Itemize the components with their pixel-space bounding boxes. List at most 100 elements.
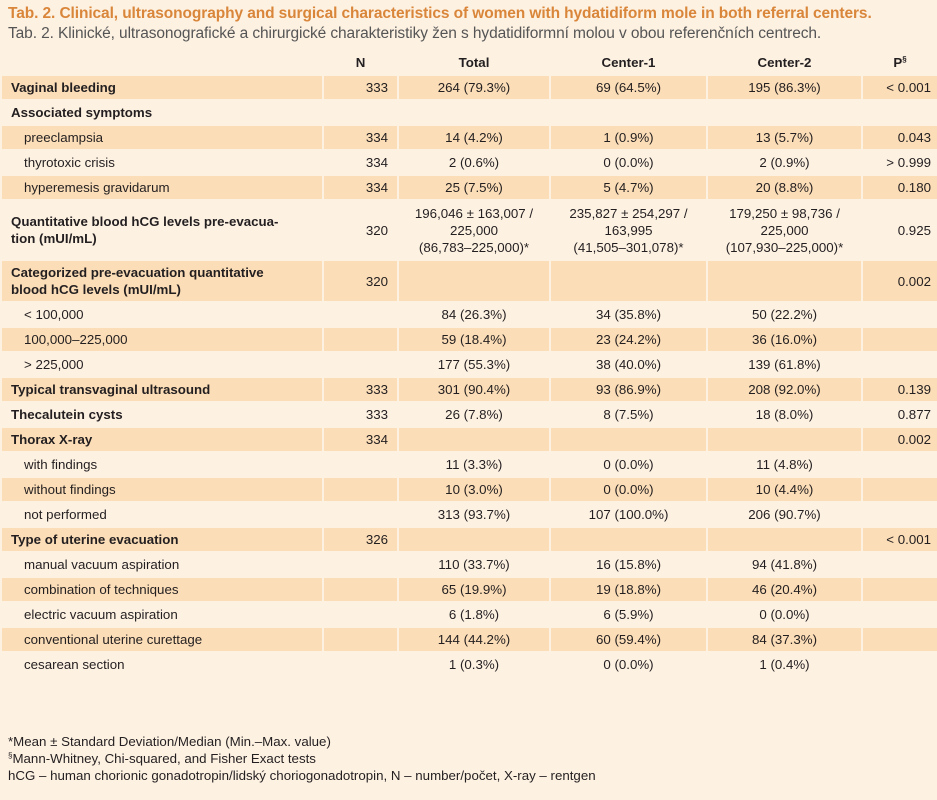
row-center1: 6 (5.9%) (549, 601, 708, 628)
row-total: 110 (33.7%) (397, 551, 551, 578)
row-label: Categorized pre-evacuation quantitative b… (0, 259, 324, 303)
row-label: Typical transvaginal ultrasound (0, 376, 324, 403)
row-total: 264 (79.3%) (397, 74, 551, 101)
row-label: preeclampsia (0, 124, 324, 151)
row-label: 100,000–225,000 (0, 326, 324, 353)
footnote-mean: *Mean ± Standard Deviation/Median (Min.–… (8, 734, 331, 749)
header-p: P§ (861, 49, 937, 76)
table-row: Typical transvaginal ultrasound 333 301 … (0, 376, 937, 403)
row-center1: 69 (64.5%) (549, 74, 708, 101)
row-n: 334 (322, 174, 399, 201)
footnotes: *Mean ± Standard Deviation/Median (Min.–… (8, 733, 933, 784)
header-total: Total (397, 49, 551, 76)
row-n (322, 351, 399, 378)
table-row: without findings 10 (3.0%) 0 (0.0%) 10 (… (0, 476, 937, 503)
row-total: 65 (19.9%) (397, 576, 551, 603)
row-n: 320 (322, 199, 399, 261)
row-center2: 11 (4.8%) (706, 451, 863, 478)
row-center2 (706, 99, 863, 126)
header-center2: Center-2 (706, 49, 863, 76)
row-n (322, 626, 399, 653)
row-label: cesarean section (0, 651, 324, 678)
row-center1 (549, 259, 708, 303)
row-label: conventional uterine curettage (0, 626, 324, 653)
table-row: electric vacuum aspiration 6 (1.8%) 6 (5… (0, 601, 937, 628)
table-row: cesarean section 1 (0.3%) 0 (0.0%) 1 (0.… (0, 651, 937, 678)
row-n: 333 (322, 74, 399, 101)
row-total: 14 (4.2%) (397, 124, 551, 151)
row-total (397, 99, 551, 126)
row-label: Vaginal bleeding (0, 74, 324, 101)
row-center2: 46 (20.4%) (706, 576, 863, 603)
row-label: < 100,000 (0, 301, 324, 328)
row-total (397, 426, 551, 453)
row-total: 196,046 ± 163,007 /225,000 (86,783–225,00… (397, 199, 551, 261)
row-center2: 13 (5.7%) (706, 124, 863, 151)
header-row: N Total Center-1 Center-2 P§ (0, 49, 937, 76)
row-p: 0.925 (861, 199, 937, 261)
table-row: 100,000–225,000 59 (18.4%) 23 (24.2%) 36… (0, 326, 937, 353)
row-center2: 36 (16.0%) (706, 326, 863, 353)
table-row: Associated symptoms (0, 99, 937, 126)
row-n: 333 (322, 401, 399, 428)
header-n: N (322, 49, 399, 76)
row-center1: 1 (0.9%) (549, 124, 708, 151)
row-p (861, 326, 937, 353)
table-row: Thecalutein cysts 333 26 (7.8%) 8 (7.5%)… (0, 401, 937, 428)
row-p (861, 501, 937, 528)
row-total: 25 (7.5%) (397, 174, 551, 201)
row-p: 0.002 (861, 259, 937, 303)
row-center1: 93 (86.9%) (549, 376, 708, 403)
table-row: Type of uterine evacuation 326 < 0.001 (0, 526, 937, 553)
table-row: manual vacuum aspiration 110 (33.7%) 16 … (0, 551, 937, 578)
row-n: 333 (322, 376, 399, 403)
row-n (322, 99, 399, 126)
row-center1: 5 (4.7%) (549, 174, 708, 201)
row-n (322, 601, 399, 628)
row-center1: 0 (0.0%) (549, 451, 708, 478)
row-n: 334 (322, 149, 399, 176)
row-p: < 0.001 (861, 526, 937, 553)
row-label: Thecalutein cysts (0, 401, 324, 428)
row-p (861, 451, 937, 478)
table-row: Categorized pre-evacuation quantitative b… (0, 259, 937, 303)
row-n (322, 551, 399, 578)
row-total: 313 (93.7%) (397, 501, 551, 528)
row-label: Quantitative blood hCG levels pre-evacua… (0, 199, 324, 261)
row-p: < 0.001 (861, 74, 937, 101)
row-center2: 20 (8.8%) (706, 174, 863, 201)
header-center1: Center-1 (549, 49, 708, 76)
row-n: 334 (322, 426, 399, 453)
row-center2: 84 (37.3%) (706, 626, 863, 653)
row-center1: 0 (0.0%) (549, 476, 708, 503)
row-center2 (706, 259, 863, 303)
row-total: 26 (7.8%) (397, 401, 551, 428)
table-row: < 100,000 84 (26.3%) 34 (35.8%) 50 (22.2… (0, 301, 937, 328)
row-center1: 16 (15.8%) (549, 551, 708, 578)
row-label: Type of uterine evacuation (0, 526, 324, 553)
row-total: 59 (18.4%) (397, 326, 551, 353)
row-p (861, 301, 937, 328)
row-p (861, 651, 937, 678)
table-row: > 225,000 177 (55.3%) 38 (40.0%) 139 (61… (0, 351, 937, 378)
row-label: Thorax X-ray (0, 426, 324, 453)
row-label: > 225,000 (0, 351, 324, 378)
row-center2: 1 (0.4%) (706, 651, 863, 678)
row-n (322, 301, 399, 328)
row-center1: 0 (0.0%) (549, 149, 708, 176)
row-center1: 34 (35.8%) (549, 301, 708, 328)
row-center2: 2 (0.9%) (706, 149, 863, 176)
row-center1: 23 (24.2%) (549, 326, 708, 353)
row-center2: 10 (4.4%) (706, 476, 863, 503)
row-p: 0.877 (861, 401, 937, 428)
data-table: N Total Center-1 Center-2 P§ Vaginal ble… (0, 49, 937, 678)
table-row: hyperemesis gravidarum 334 25 (7.5%) 5 (… (0, 174, 937, 201)
row-center2: 206 (90.7%) (706, 501, 863, 528)
row-center2: 50 (22.2%) (706, 301, 863, 328)
row-center1: 19 (18.8%) (549, 576, 708, 603)
table-row: preeclampsia 334 14 (4.2%) 1 (0.9%) 13 (… (0, 124, 937, 151)
row-total: 2 (0.6%) (397, 149, 551, 176)
table-row: thyrotoxic crisis 334 2 (0.6%) 0 (0.0%) … (0, 149, 937, 176)
row-label: not performed (0, 501, 324, 528)
